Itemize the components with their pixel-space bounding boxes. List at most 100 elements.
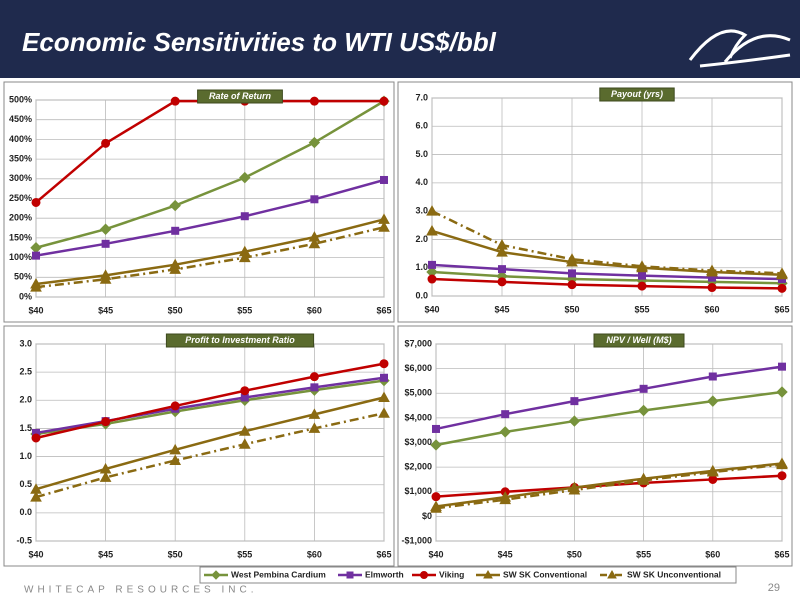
y-tick-label: 2.0 (19, 395, 32, 405)
marker (101, 239, 110, 248)
marker (101, 138, 111, 148)
marker (496, 239, 508, 250)
marker (777, 283, 787, 293)
legend-box (199, 566, 737, 584)
logo (688, 29, 791, 68)
marker (30, 281, 42, 292)
marker (171, 226, 180, 235)
x-tick-label: $50 (564, 304, 579, 314)
y-tick-label: 200% (9, 213, 32, 223)
x-tick-label: $50 (168, 305, 183, 315)
series-line (35, 396, 385, 491)
y-tick-label: $3,000 (404, 437, 432, 447)
series-line (431, 270, 783, 285)
marker (308, 237, 321, 249)
marker (238, 251, 251, 263)
marker (309, 372, 319, 382)
x-tick-label: $50 (168, 549, 183, 559)
y-tick-label: 6.0 (415, 121, 428, 131)
series-line (35, 362, 385, 440)
y-tick-label: 50% (14, 272, 32, 282)
series-line (35, 178, 385, 257)
marker (499, 493, 512, 505)
y-tick-label: 400% (9, 134, 32, 144)
marker (636, 260, 648, 271)
x-tick-label: $45 (98, 305, 113, 315)
marker (170, 401, 180, 411)
marker (239, 171, 251, 184)
x-tick-label: $60 (704, 304, 719, 314)
marker (708, 474, 718, 484)
y-tick-label: 2.0 (415, 234, 428, 244)
chart-title-box (197, 89, 283, 104)
x-tick-label: $65 (376, 549, 391, 559)
y-tick-label: 450% (9, 114, 32, 124)
marker (568, 415, 581, 427)
marker (566, 253, 578, 264)
marker (309, 96, 319, 106)
x-tick-label: $55 (634, 304, 649, 314)
x-tick-label: $55 (237, 305, 252, 315)
y-tick-label: $6,000 (404, 363, 432, 373)
chart-title: Rate of Return (209, 91, 272, 101)
series-line (431, 263, 783, 281)
y-tick-label: 350% (9, 153, 32, 163)
y-tick-label: 0.0 (19, 507, 32, 517)
marker (310, 195, 319, 204)
series-line (35, 412, 385, 499)
marker (778, 362, 786, 371)
legend-marker (346, 571, 354, 579)
y-tick-label: 500% (9, 94, 32, 104)
y-tick-label: 1.0 (19, 451, 32, 461)
series-line (35, 100, 385, 249)
y-tick-label: 0% (19, 291, 32, 301)
marker (427, 274, 437, 284)
x-tick-label: $40 (428, 549, 443, 559)
x-tick-label: $60 (307, 549, 322, 559)
page-number: 29 (768, 582, 780, 594)
series-line (35, 218, 385, 286)
marker (499, 426, 511, 438)
legend-marker (211, 570, 221, 580)
legend-label: West Pembina Cardium (231, 569, 326, 579)
marker (776, 458, 788, 470)
x-tick-label: $45 (494, 304, 509, 314)
marker (101, 417, 111, 427)
legend-label: Elmworth (365, 569, 404, 579)
y-tick-label: $5,000 (404, 388, 432, 398)
series-line (435, 365, 783, 431)
marker (99, 223, 112, 235)
marker (426, 224, 438, 236)
x-tick-label: $40 (28, 305, 43, 315)
marker (498, 265, 506, 274)
marker (637, 474, 650, 485)
y-tick-label: 100% (9, 252, 32, 262)
marker (379, 96, 389, 106)
y-tick-label: $4,000 (404, 412, 432, 422)
marker (497, 277, 507, 287)
y-tick-label: -$1,000 (401, 535, 432, 545)
y-tick-label: $1,000 (404, 486, 432, 496)
marker (776, 386, 788, 398)
x-tick-label: $65 (376, 305, 391, 315)
series-line (431, 210, 783, 275)
y-tick-label: $0 (422, 511, 432, 521)
series-line (431, 277, 783, 290)
plot-area (35, 343, 385, 542)
marker (238, 438, 251, 449)
y-tick-label: $7,000 (404, 338, 432, 348)
marker (568, 269, 576, 278)
marker (240, 212, 249, 221)
marker (707, 395, 719, 407)
legend-marker (607, 569, 617, 579)
marker (99, 471, 112, 482)
marker (638, 271, 646, 280)
plot-area (431, 97, 783, 297)
legend-marker (420, 571, 428, 579)
y-tick-label: $2,000 (404, 462, 432, 472)
y-tick-label: 150% (9, 232, 32, 242)
chart-title-box (599, 87, 675, 102)
marker (426, 205, 438, 216)
footer: WHITECAP RESOURCES INC. (24, 585, 258, 596)
